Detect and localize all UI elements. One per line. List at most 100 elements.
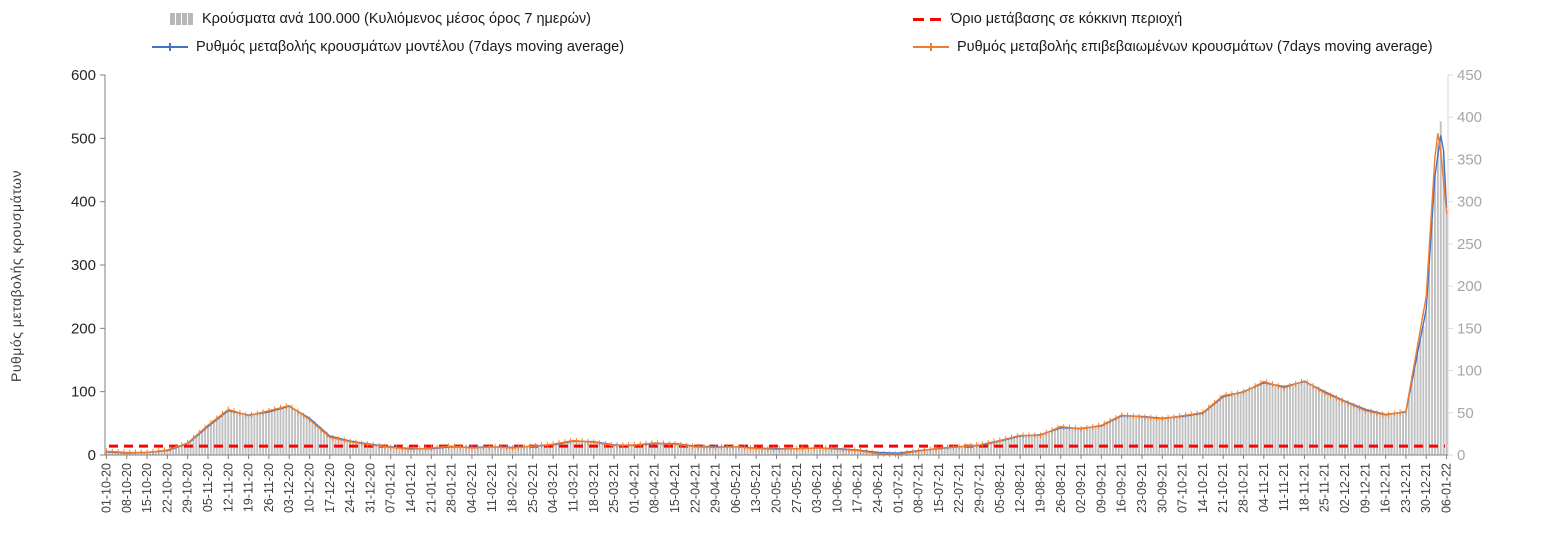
x-axis-tick-label: 22-04-21 [688,463,702,513]
left-axis-tick-label: 100 [71,384,96,401]
x-axis-tick-label: 19-11-20 [242,463,256,512]
x-axis-tick-label: 21-01-21 [424,463,438,513]
x-axis-tick-label: 15-10-20 [140,463,154,513]
threshold-legend-label: Όριο μετάβασης σε κόκκινη περιοχή [951,11,1183,27]
x-axis-tick-label: 01-07-21 [891,463,905,513]
legend-item-threshold: Όριο μετάβασης σε κόκκινη περιοχή [913,11,1182,27]
x-axis-tick-label: 08-04-21 [648,463,662,513]
x-axis-tick-label: 22-07-21 [952,463,966,513]
x-axis-tick-label: 22-10-20 [160,463,174,513]
x-axis-tick-label: 07-10-21 [1176,463,1190,513]
x-axis-tick-label: 05-08-21 [993,463,1007,513]
x-axis-tick-label: 02-09-21 [1074,463,1088,513]
legend-item-model-line: Ρυθμός μεταβολής κρουσμάτων μοντέλου (7d… [152,39,624,55]
x-axis-tick-label: 21-10-21 [1216,463,1230,513]
x-axis-tick-label: 09-12-21 [1358,463,1372,513]
x-axis-tick-label: 30-09-21 [1155,463,1169,513]
x-axis-tick-label: 17-12-20 [323,463,337,513]
x-axis-tick-label: 25-03-21 [607,463,621,513]
x-axis-tick-label: 01-04-21 [627,463,641,513]
left-axis-tick-label: 400 [71,194,96,211]
red-dashed-line-icon [913,17,943,21]
x-axis-tick-label: 18-03-21 [587,463,601,513]
x-axis-tick-label: 11-03-21 [566,463,580,512]
x-axis-tick-label: 24-06-21 [871,463,885,513]
x-axis-tick-label: 09-09-21 [1094,463,1108,513]
right-axis-tick-label: 150 [1457,320,1482,337]
x-axis-tick-label: 23-09-21 [1135,463,1149,513]
right-axis-tick-label: 200 [1457,278,1482,295]
x-axis-tick-label: 16-12-21 [1379,463,1393,513]
x-axis-tick-label: 20-05-21 [770,463,784,513]
x-axis-tick-label: 15-04-21 [668,463,682,513]
bars-legend-icon [170,13,194,25]
x-axis-tick-label: 11-02-21 [485,463,499,512]
x-axis-tick-label: 06-01-22 [1440,463,1454,513]
x-axis-tick-label: 24-12-20 [343,463,357,513]
x-axis-tick-label: 31-12-20 [363,463,377,513]
confirmed-legend-label: Ρυθμός μεταβολής επιβεβαιωμένων κρουσμάτ… [957,39,1433,55]
x-axis-tick-label: 12-08-21 [1013,463,1027,513]
right-axis-tick-label: 400 [1457,109,1482,126]
x-axis-tick-label: 04-03-21 [546,463,560,513]
left-axis-tick-label: 200 [71,320,96,337]
x-axis-tick-label: 26-08-21 [1054,463,1068,513]
x-axis-tick-label: 16-09-21 [1115,463,1129,513]
x-axis-tick-label: 01-10-20 [99,463,113,513]
x-axis-tick-label: 18-11-21 [1297,463,1311,512]
x-axis-tick-label: 10-06-21 [830,463,844,513]
x-axis-tick-label: 12-11-20 [221,463,235,512]
x-axis-tick-label: 03-06-21 [810,463,824,513]
right-axis-tick-label: 300 [1457,194,1482,211]
x-axis-tick-label: 28-10-21 [1237,463,1251,513]
model-legend-label: Ρυθμός μεταβολής κρουσμάτων μοντέλου (7d… [196,39,625,55]
x-axis-tick-label: 08-10-20 [120,463,134,513]
x-axis-tick-label: 10-12-20 [302,463,316,513]
blue-line-icon [152,43,188,51]
right-axis-tick-label: 100 [1457,363,1482,380]
x-axis-tick-label: 23-12-21 [1399,463,1413,513]
right-axis-tick-label: 250 [1457,236,1482,253]
left-axis-tick-label: 300 [71,257,96,274]
x-axis-tick-label: 04-11-21 [1257,463,1271,512]
x-axis-tick-label: 17-06-21 [851,463,865,513]
orange-line-icon [913,43,949,51]
confirmed-line-markers [106,148,1447,458]
legend-item-cases-bars: Κρούσματα ανά 100.000 (Κυλιόμενος μέσος … [170,11,591,27]
x-axis-tick-label: 07-01-21 [384,463,398,513]
x-axis-tick-label: 03-12-20 [282,463,296,513]
right-axis-tick-label: 350 [1457,151,1482,168]
x-axis-tick-label: 05-11-20 [201,463,215,512]
x-axis-tick-label: 08-07-21 [912,463,926,513]
x-axis-tick-label: 27-05-21 [790,463,804,513]
x-axis-tick-label: 29-04-21 [709,463,723,513]
x-axis-tick-label: 15-07-21 [932,463,946,513]
x-axis-tick-label: 28-01-21 [445,463,459,513]
x-axis-tick-label: 29-10-20 [181,463,195,513]
legend-item-confirmed-line: Ρυθμός μεταβολής επιβεβαιωμένων κρουσμάτ… [913,39,1433,55]
x-axis-tick-label: 04-02-21 [465,463,479,513]
right-axis-tick-label: 50 [1457,405,1474,422]
left-axis-tick-label: 600 [71,67,96,84]
x-axis-tick-label: 25-11-21 [1318,463,1332,512]
right-axis-tick-label: 0 [1457,447,1465,464]
x-axis-tick-label: 11-11-21 [1277,463,1291,511]
left-axis-tick-label: 500 [71,130,96,147]
x-axis-tick-label: 13-05-21 [749,463,763,513]
x-axis-tick-label: 30-12-21 [1419,463,1433,513]
x-axis-tick-label: 18-02-21 [506,463,520,513]
x-axis-tick-label: 25-02-21 [526,463,540,513]
x-axis-tick-label: 19-08-21 [1033,463,1047,513]
x-axis-tick-label: 29-07-21 [973,463,987,513]
x-axis-tick-label: 14-10-21 [1196,463,1210,513]
x-axis-tick-label: 14-01-21 [404,463,418,513]
left-axis-tick-label: 0 [88,447,96,464]
cases-bars-series [105,121,1448,455]
right-axis-tick-label: 450 [1457,67,1482,84]
confirmed-line [106,133,1448,456]
x-axis-tick-label: 02-12-21 [1338,463,1352,513]
x-axis-tick-label: 06-05-21 [729,463,743,513]
bars-legend-label: Κρούσματα ανά 100.000 (Κυλιόμενος μέσος … [202,11,592,27]
